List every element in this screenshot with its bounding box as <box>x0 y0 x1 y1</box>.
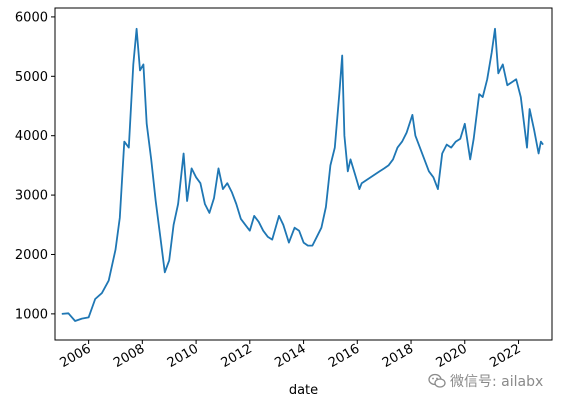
x-tick-label: 2012 <box>219 341 255 371</box>
x-tick-label: 2006 <box>57 341 93 371</box>
x-tick-label: 2020 <box>434 341 470 371</box>
x-tick-label: 2010 <box>165 341 201 371</box>
wechat-icon <box>428 373 446 388</box>
x-axis-label: date <box>289 383 318 398</box>
x-tick-label: 2022 <box>487 341 523 371</box>
x-tick-label: 2018 <box>380 341 416 371</box>
watermark: 微信号: ailabx <box>428 371 543 391</box>
y-tick-label: 5000 <box>15 70 48 85</box>
y-tick-label: 1000 <box>15 307 48 322</box>
watermark-text: 微信号: ailabx <box>450 374 544 390</box>
y-tick-label: 4000 <box>15 129 48 144</box>
x-tick-label: 2008 <box>111 341 147 371</box>
series-line <box>61 27 544 322</box>
y-tick-label: 6000 <box>15 10 48 25</box>
x-tick-label: 2016 <box>326 341 362 371</box>
x-axis-ticks: 2006 2008 2010 2012 2014 2016 2018 2020 2022 <box>57 340 524 371</box>
y-tick-label: 3000 <box>15 189 48 204</box>
plot-area-frame <box>54 7 553 341</box>
y-axis-ticks: 1000 2000 3000 4000 5000 6000 <box>15 10 55 322</box>
y-tick-label: 2000 <box>15 248 48 263</box>
x-tick-label: 2014 <box>272 341 308 371</box>
